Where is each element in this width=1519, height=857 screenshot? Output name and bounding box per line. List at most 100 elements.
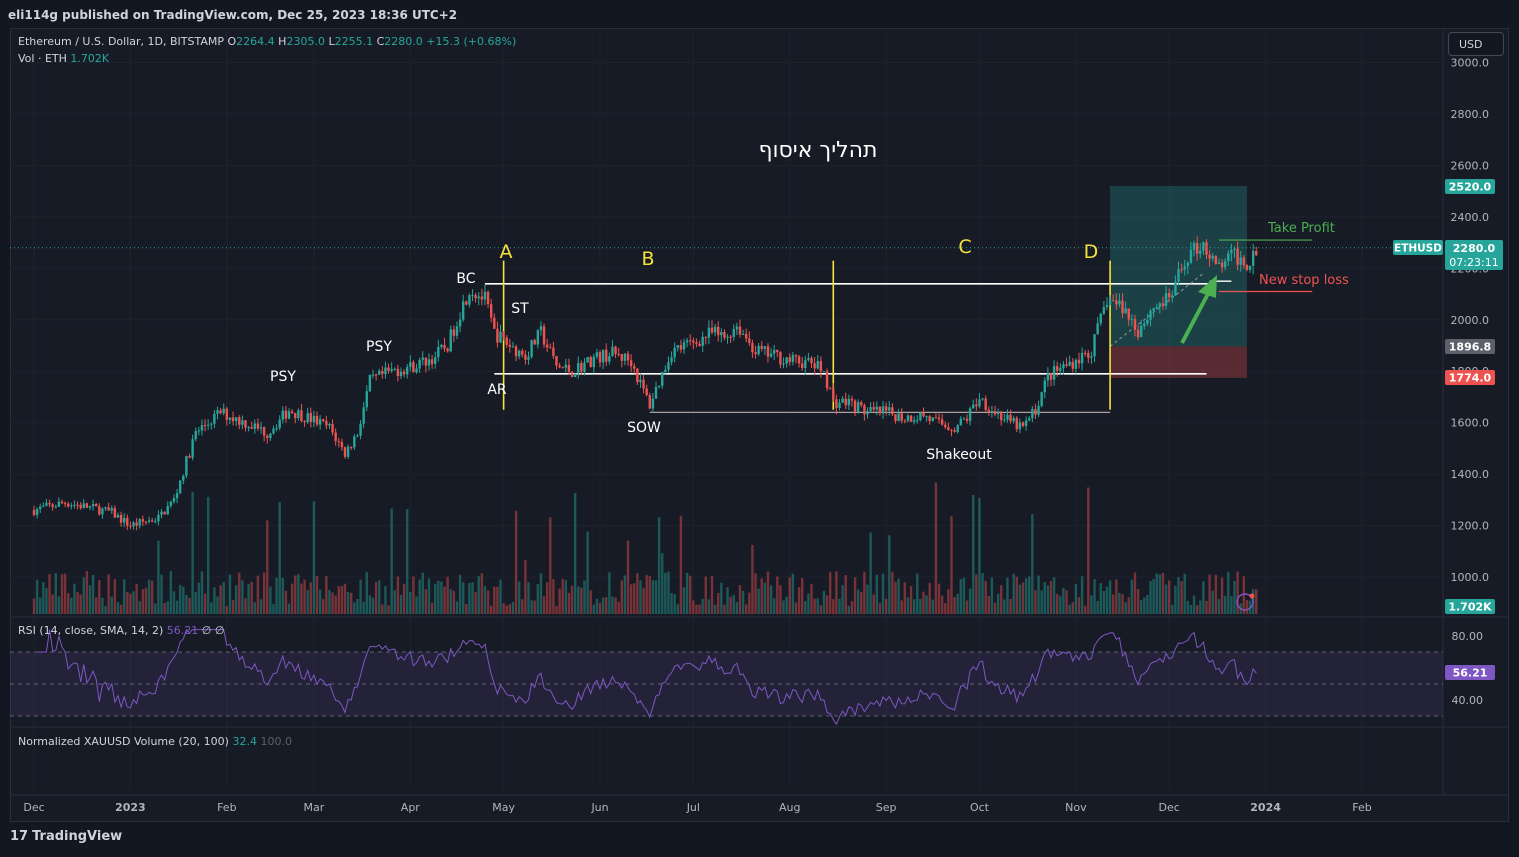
candle-body [505, 337, 508, 345]
volume-bar [505, 605, 508, 614]
candle-body [1006, 414, 1009, 420]
candle-body [1000, 412, 1003, 421]
candle-body [804, 359, 807, 368]
time-tick-label: Jun [590, 801, 608, 814]
candle-body [402, 371, 406, 375]
rsi-value: 56.21 [166, 624, 199, 637]
volume-bar [586, 531, 589, 614]
volume-bar [1000, 585, 1003, 614]
candle-body [527, 356, 530, 360]
candle-body [1031, 409, 1034, 419]
volume-bar [486, 590, 490, 614]
candle-body [1152, 308, 1155, 311]
candle-body [67, 503, 70, 507]
candle-body [717, 326, 720, 336]
volume-bar [185, 594, 188, 614]
candle-body [387, 367, 390, 371]
candle-body [825, 371, 829, 389]
candle-body [132, 522, 135, 527]
volume-bar [384, 586, 387, 614]
volume-bar [555, 605, 558, 614]
volume-bar [1208, 574, 1211, 614]
take-profit-label: Take Profit [1267, 221, 1335, 236]
candle-body [1180, 269, 1183, 271]
price-tick-label: 1600.0 [1451, 417, 1490, 430]
candle-body [511, 346, 515, 348]
price-tick-label: 1400.0 [1451, 468, 1490, 481]
volume-bar [48, 574, 51, 614]
volume-bar [760, 578, 763, 614]
candle-body [1009, 414, 1012, 422]
volume-bar [1199, 600, 1202, 614]
volume-bar [521, 599, 524, 614]
candle-body [524, 354, 527, 360]
volume-bar [636, 573, 639, 614]
candle-body [754, 352, 757, 355]
volume-bar [489, 605, 493, 614]
candle-body [922, 412, 925, 417]
symbol-name[interactable]: Ethereum / U.S. Dollar, 1D, BITSTAMP [18, 35, 224, 48]
candle-body [222, 408, 225, 414]
volume-bar [832, 599, 835, 614]
volume-bar [713, 604, 717, 614]
volume-bar [732, 594, 735, 614]
high-value: 2305.0 [286, 35, 325, 48]
volume-bar [816, 598, 819, 614]
candle-body [1074, 359, 1078, 369]
currency-button[interactable]: USD [1448, 32, 1504, 56]
candle-body [1121, 300, 1124, 314]
volume-bar [906, 597, 910, 614]
candle-body [238, 417, 241, 425]
candle-body [1062, 364, 1065, 369]
candle-body [39, 506, 42, 510]
candle-body [98, 506, 101, 515]
candle-body [340, 441, 344, 448]
volume-bar [57, 596, 61, 614]
ohlc-legend[interactable]: Ethereum / U.S. Dollar, 1D, BITSTAMP O22… [18, 35, 516, 48]
volume-legend[interactable]: Vol · ETH 1.702K [18, 52, 109, 65]
volume-bar [32, 598, 36, 614]
candle-body [601, 349, 605, 363]
candle-body [617, 353, 620, 355]
volume-bar [788, 577, 791, 614]
candle-body [891, 407, 894, 415]
candle-body [160, 511, 163, 515]
volume-bar [1043, 582, 1046, 614]
rsi-legend[interactable]: RSI (14, close, SMA, 14, 2) 56.21 ∅ ∅ [18, 624, 224, 637]
volume-bar [1189, 604, 1193, 614]
volume-bar [172, 591, 176, 614]
candle-body [185, 456, 188, 476]
volume-bar [433, 583, 437, 614]
volume-bar [421, 572, 424, 614]
volume-bar [132, 591, 135, 614]
normalized-volume-legend[interactable]: Normalized XAUUSD Volume (20, 100) 32.4 … [18, 735, 292, 748]
volume-bar [1192, 595, 1196, 614]
time-tick-label: Mar [304, 801, 325, 814]
volume-bar [150, 580, 154, 614]
volume-bar [800, 578, 804, 614]
candle-body [374, 374, 378, 376]
candle-body [608, 356, 611, 362]
psy-label-1: PSY [270, 369, 296, 385]
volume-bar [726, 587, 729, 614]
tradingview-footer[interactable]: 17 TradingView [10, 829, 122, 844]
candle-body [779, 352, 782, 365]
candle-body [91, 504, 95, 507]
volume-bar [542, 596, 546, 614]
candle-body [284, 410, 288, 419]
volume-bar [748, 592, 751, 614]
candle-body [1099, 313, 1102, 324]
volume-bar [294, 575, 297, 614]
candle-body [797, 356, 801, 364]
volume-bar [424, 589, 428, 614]
candle-body [1080, 352, 1084, 364]
volume-bar [116, 602, 120, 614]
candle-body [101, 508, 104, 515]
volume-badge-bg [1445, 599, 1495, 614]
candle-body [782, 363, 785, 365]
candle-body [990, 411, 994, 413]
volume-bar [45, 588, 48, 614]
candle-body [287, 411, 291, 419]
candle-body [126, 517, 129, 526]
